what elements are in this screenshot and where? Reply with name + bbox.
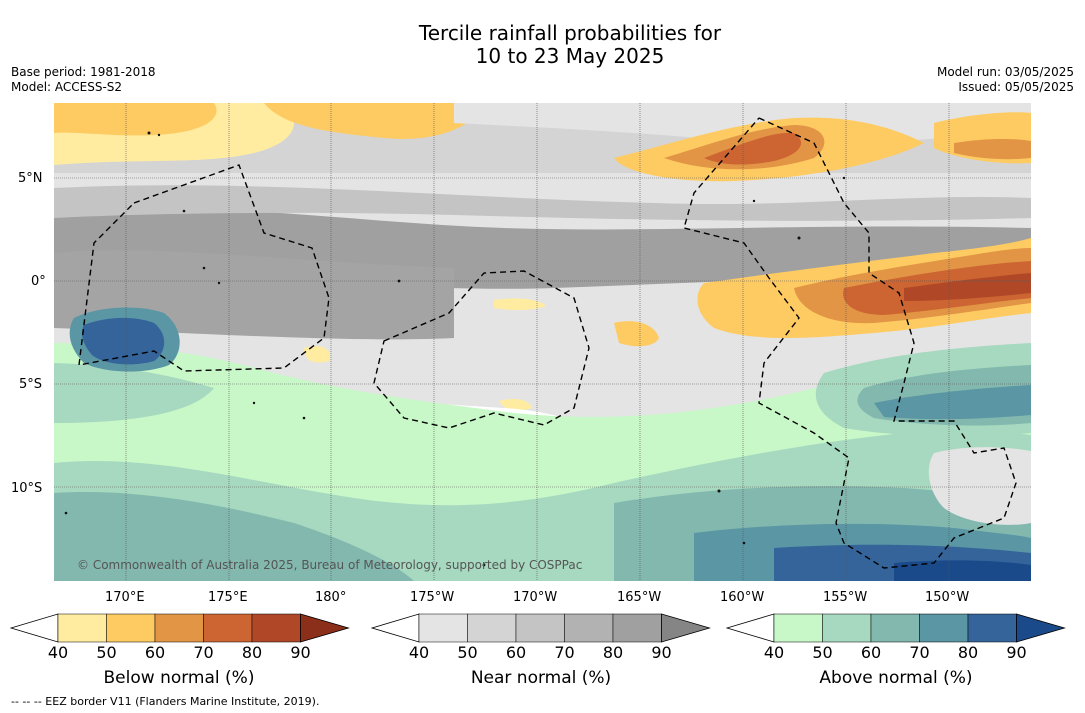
- below-normal-nw-inner: [54, 103, 217, 136]
- colorbar-segment: [612, 613, 662, 643]
- colorbar-segment: [967, 613, 1017, 643]
- above-normal-se-max: [894, 560, 1031, 581]
- rainfall-map: [54, 103, 1031, 581]
- colorbar-extend-low: [371, 613, 420, 643]
- colorbar-title-above: Above normal (%): [819, 668, 973, 688]
- colorbar-below-normal: [10, 613, 350, 643]
- issued-date: Issued: 05/05/2025: [958, 80, 1074, 94]
- below-normal-ne-edge-core: [954, 138, 1031, 160]
- above-normal-east-core: [874, 385, 1031, 420]
- colorbar-tick-label: 80: [602, 643, 624, 662]
- near-normal-mid-band: [54, 185, 1031, 221]
- base-period: Base period: 1981-2018: [11, 65, 156, 79]
- colorbar-tick-label: 70: [193, 643, 214, 662]
- colorbar-tick-label: 80: [957, 643, 979, 662]
- model-run: Model run: 03/05/2025: [936, 65, 1074, 79]
- lon-label: 150°W: [925, 590, 970, 605]
- model-name: Model: ACCESS-S2: [11, 80, 123, 94]
- lon-label: 170°E: [105, 590, 145, 605]
- colorbar-extend-low: [726, 613, 775, 643]
- colorbar-segment: [773, 613, 823, 643]
- colorbar-tick-label: 70: [909, 643, 930, 662]
- colorbar-near-normal: [371, 613, 711, 643]
- below-normal-ne-core: [704, 132, 802, 165]
- near-normal-se-patch: [928, 447, 1031, 525]
- lon-label: 160°W: [720, 590, 765, 605]
- lon-label: 175°W: [410, 590, 455, 605]
- above-normal-west-band: [54, 363, 214, 423]
- colorbar-tick-label: 70: [554, 643, 575, 662]
- colorbar-tick-label: 90: [651, 643, 672, 662]
- above-normal-sw: [54, 492, 414, 581]
- lon-label: 180°: [315, 590, 347, 605]
- colorbar-segment: [57, 613, 107, 643]
- colorbar-segment: [203, 613, 253, 643]
- title-line-2: 10 to 23 May 2025: [475, 44, 665, 68]
- below-normal-small: [304, 346, 330, 363]
- copyright-notice: © Commonwealth of Australia 2025, Bureau…: [77, 558, 583, 572]
- lon-label: 175°E: [208, 590, 248, 605]
- colorbar-tick-label: 60: [505, 643, 527, 662]
- colorbar-segment: [564, 613, 614, 643]
- colorbar-tick-label: 90: [290, 643, 311, 662]
- colorbar-segment: [919, 613, 969, 643]
- colorbar-segment: [467, 613, 517, 643]
- below-normal-equator-max: [904, 273, 1031, 301]
- colorbar-extend-high: [300, 613, 350, 643]
- colorbar-tick-label: 40: [47, 643, 69, 662]
- lat-label: 5°N: [18, 171, 43, 186]
- colorbar-title-near: Near normal (%): [470, 668, 612, 688]
- colorbar-tick-label: 90: [1006, 643, 1027, 662]
- colorbar-tick-label: 50: [812, 643, 833, 662]
- colorbar-tick-label: 50: [457, 643, 478, 662]
- eez-border-west: [78, 164, 330, 372]
- colorbar-tick-label: 60: [144, 643, 166, 662]
- colorbar-segment: [106, 613, 156, 643]
- colorbar-segment: [515, 613, 565, 643]
- colorbar-segment: [822, 613, 872, 643]
- islands: [64, 131, 846, 567]
- colorbar-tick-label: 50: [96, 643, 117, 662]
- colorbar-segment: [251, 613, 301, 643]
- lon-label: 170°W: [513, 590, 558, 605]
- meta-left: Base period: 1981-2018 Model: ACCESS-S2: [11, 65, 156, 95]
- eez-border-east: [683, 117, 1017, 569]
- below-normal-n: [264, 103, 484, 139]
- lon-label: 165°W: [617, 590, 662, 605]
- colorbar-tick-label: 80: [241, 643, 263, 662]
- colorbar-tick-label: 60: [860, 643, 882, 662]
- meta-right: Model run: 03/05/2025 Issued: 05/05/2025: [937, 65, 1074, 95]
- below-normal-small-2: [494, 298, 546, 311]
- colorbar-extend-high: [1016, 613, 1066, 643]
- lat-label: 0°: [31, 274, 46, 289]
- colorbar-title-below: Below normal (%): [103, 668, 255, 688]
- title-line-1: Tercile rainfall probabilities for: [418, 21, 722, 45]
- colorbar-segment: [870, 613, 920, 643]
- eez-footnote: -- -- -- EEZ border V11 (Flanders Marine…: [11, 695, 320, 708]
- lat-label: 5°S: [19, 377, 43, 392]
- lon-label: 155°W: [823, 590, 868, 605]
- eez-borders: [78, 117, 1017, 569]
- colorbar-tick-label: 40: [763, 643, 785, 662]
- map-title: Tercile rainfall probabilities for 10 to…: [0, 22, 1085, 68]
- colorbar-segment: [154, 613, 204, 643]
- below-normal-patch: [614, 321, 659, 347]
- colorbar-above-normal: [726, 613, 1066, 643]
- colorbar-tick-label: 40: [408, 643, 430, 662]
- colorbar-extend-high: [661, 613, 711, 643]
- colorbar-extend-low: [10, 613, 59, 643]
- below-normal-small-3: [499, 399, 532, 411]
- lat-label: 10°S: [11, 481, 43, 496]
- colorbar-segment: [418, 613, 468, 643]
- eez-border-central: [373, 270, 590, 429]
